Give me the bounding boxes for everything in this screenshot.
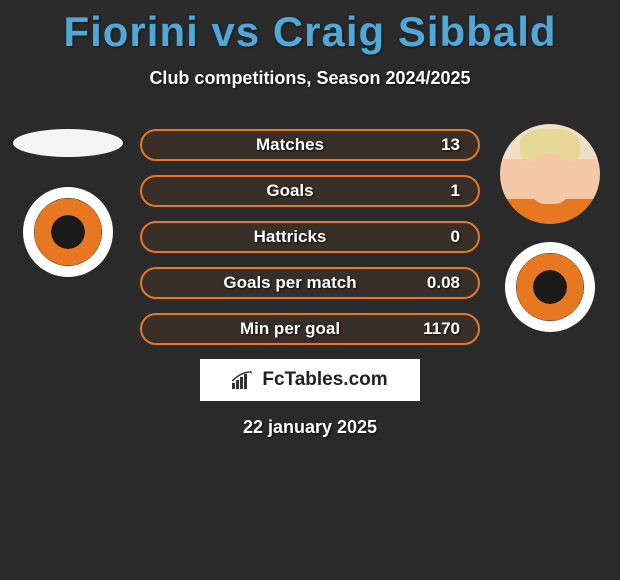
stat-label: Min per goal: [160, 319, 420, 339]
brand-attribution: FcTables.com: [200, 359, 420, 401]
content-area: Matches 13 Goals 1 Hattricks 0 Goals per…: [0, 129, 620, 438]
footer-date: 22 january 2025: [0, 417, 620, 438]
stats-table: Matches 13 Goals 1 Hattricks 0 Goals per…: [140, 129, 480, 345]
bar-chart-icon: [232, 371, 254, 389]
dundee-united-badge-icon: [516, 253, 584, 321]
left-player-column: [8, 129, 128, 277]
club-badge-left: [23, 187, 113, 277]
stat-label: Matches: [160, 135, 420, 155]
comparison-title: Fiorini vs Craig Sibbald: [0, 0, 620, 56]
stat-row: Matches 13: [140, 129, 480, 161]
stat-row: Goals 1: [140, 175, 480, 207]
stat-label: Goals per match: [160, 273, 420, 293]
player-headshot-icon: [500, 124, 600, 224]
stat-row: Min per goal 1170: [140, 313, 480, 345]
right-player-column: [500, 124, 600, 332]
stat-value: 1: [420, 181, 460, 201]
stat-label: Goals: [160, 181, 420, 201]
stat-row: Goals per match 0.08: [140, 267, 480, 299]
stat-value: 0.08: [420, 273, 460, 293]
club-badge-right: [505, 242, 595, 332]
dundee-united-badge-icon: [34, 198, 102, 266]
stat-value: 13: [420, 135, 460, 155]
stat-row: Hattricks 0: [140, 221, 480, 253]
player-placeholder-icon: [13, 129, 123, 157]
brand-name: FcTables.com: [262, 369, 387, 391]
stat-value: 0: [420, 227, 460, 247]
comparison-subtitle: Club competitions, Season 2024/2025: [0, 68, 620, 89]
stat-label: Hattricks: [160, 227, 420, 247]
stat-value: 1170: [420, 319, 460, 339]
